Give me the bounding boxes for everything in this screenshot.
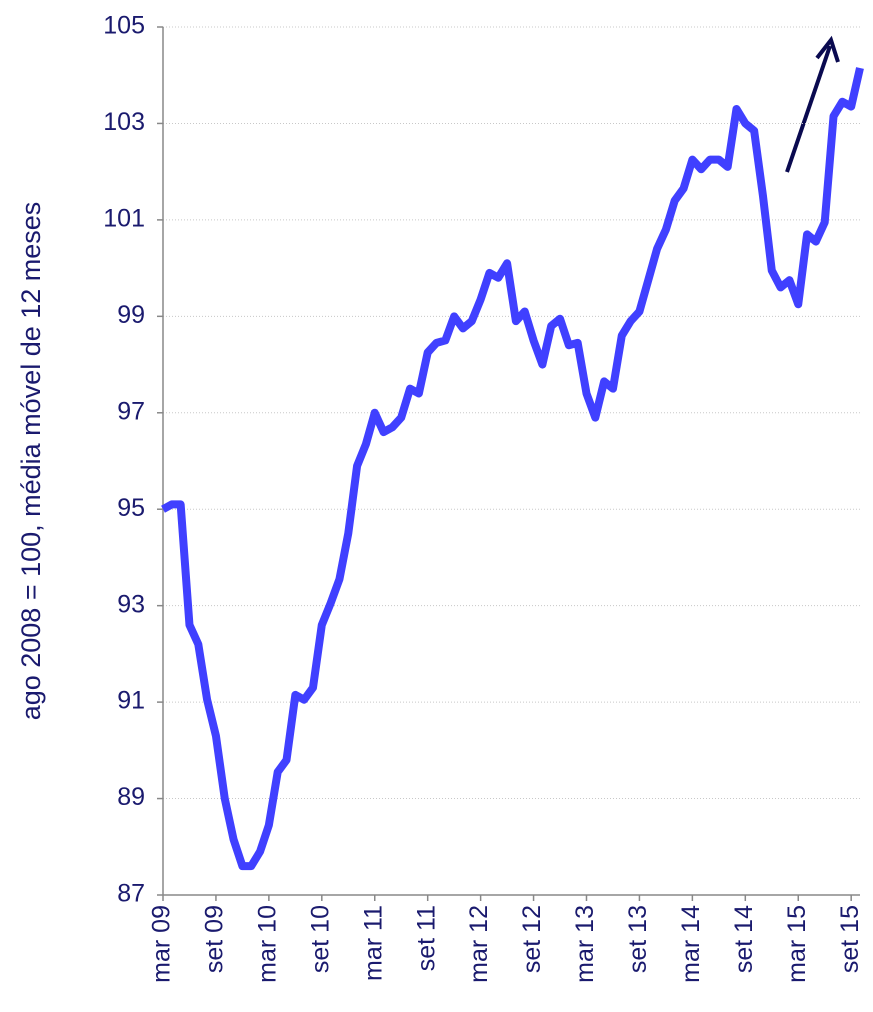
x-tick-label: mar 14 — [677, 905, 705, 983]
y-tick-label: 97 — [117, 397, 145, 425]
x-tick-label: set 09 — [201, 905, 229, 973]
x-tick-label: set 15 — [836, 905, 864, 973]
y-tick-label: 91 — [117, 687, 145, 715]
y-tick-label: 105 — [103, 12, 145, 40]
x-tick-label: mar 12 — [465, 905, 493, 983]
y-tick-label: 99 — [117, 301, 145, 329]
y-tick-label: 89 — [117, 783, 145, 811]
x-tick-label: mar 13 — [571, 905, 599, 983]
x-tick-label: set 14 — [730, 905, 758, 973]
y-tick-label: 101 — [103, 204, 145, 232]
x-tick-label: set 10 — [306, 905, 334, 973]
x-tick-label: set 11 — [412, 905, 440, 971]
x-tick-label: mar 15 — [783, 905, 811, 983]
trend-arrow — [785, 45, 832, 173]
trend-arrow-head — [815, 35, 840, 63]
x-tick-label: mar 10 — [253, 905, 281, 983]
y-axis-label: ago 2008 = 100, média móvel de 12 meses — [16, 202, 46, 721]
x-tick-label: set 12 — [518, 905, 546, 973]
x-tick-label: mar 11 — [359, 905, 387, 981]
y-tick-label: 103 — [103, 108, 145, 136]
x-tick-label: mar 09 — [148, 905, 176, 983]
y-tick-label: 87 — [117, 880, 145, 908]
data-line — [161, 67, 864, 871]
y-tick-label: 95 — [117, 494, 145, 522]
y-tick-label: 93 — [117, 590, 145, 618]
x-tick-label: set 13 — [624, 905, 652, 973]
